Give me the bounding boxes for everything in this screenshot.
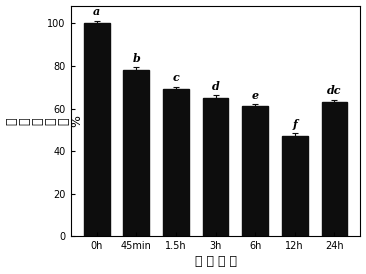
Y-axis label: 细
胞
存
活
率
%: 细 胞 存 活 率 % (5, 115, 83, 127)
Text: dc: dc (327, 85, 341, 96)
Text: e: e (251, 90, 259, 101)
Bar (203, 98, 228, 236)
Text: b: b (132, 53, 140, 64)
Text: f: f (292, 119, 297, 130)
Text: a: a (93, 7, 100, 18)
Text: c: c (172, 72, 179, 83)
Bar (84, 23, 109, 236)
X-axis label: 处 理 时 间: 处 理 时 间 (194, 255, 236, 269)
Bar (282, 136, 308, 236)
Bar (123, 70, 149, 236)
Text: d: d (212, 81, 219, 92)
Bar (242, 106, 268, 236)
Bar (321, 102, 347, 236)
Bar (163, 89, 189, 236)
